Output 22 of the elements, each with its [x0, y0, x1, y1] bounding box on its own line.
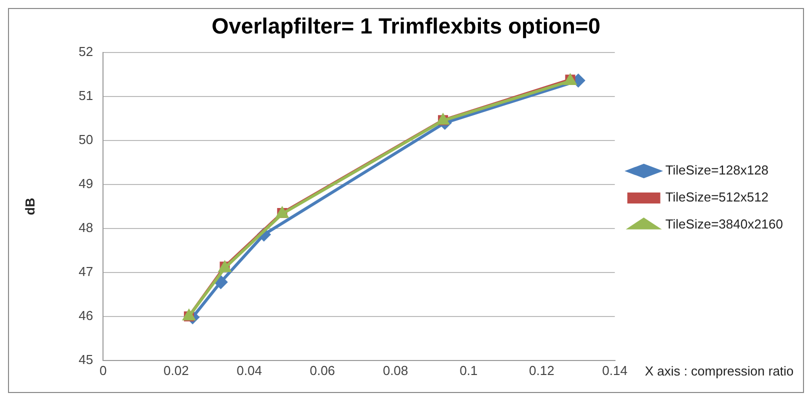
legend-label: TileSize=512x512 [665, 190, 769, 205]
chart-title: Overlapfilter= 1 Trimflexbits option=0 [212, 13, 600, 38]
y-axis-title: dB [22, 198, 38, 216]
x-tick-label: 0.1 [460, 362, 478, 378]
y-tick-label: 51 [78, 88, 94, 103]
x-tick-label: 0.02 [164, 362, 189, 378]
x-tick-label: 0.08 [382, 362, 408, 378]
y-tick-label: 50 [78, 132, 94, 147]
legend-label: TileSize=3840x2160 [665, 216, 783, 232]
legend-label: TileSize=128x128 [665, 162, 769, 178]
y-tick-label: 49 [78, 176, 94, 191]
x-axis-title: X axis : compression ratio [644, 364, 794, 379]
y-tick-label: 46 [78, 308, 94, 323]
y-tick-label: 48 [78, 220, 94, 235]
x-tick-label: 0.06 [310, 362, 336, 378]
y-tick-label: 47 [78, 264, 94, 279]
x-tick-label: 0.12 [529, 362, 554, 378]
y-tick-label: 52 [78, 44, 94, 59]
x-tick-label: 0.14 [602, 362, 628, 378]
y-tick-label: 45 [78, 352, 94, 367]
x-tick-label: 0.04 [236, 362, 262, 378]
x-tick-label: 0 [99, 362, 107, 378]
